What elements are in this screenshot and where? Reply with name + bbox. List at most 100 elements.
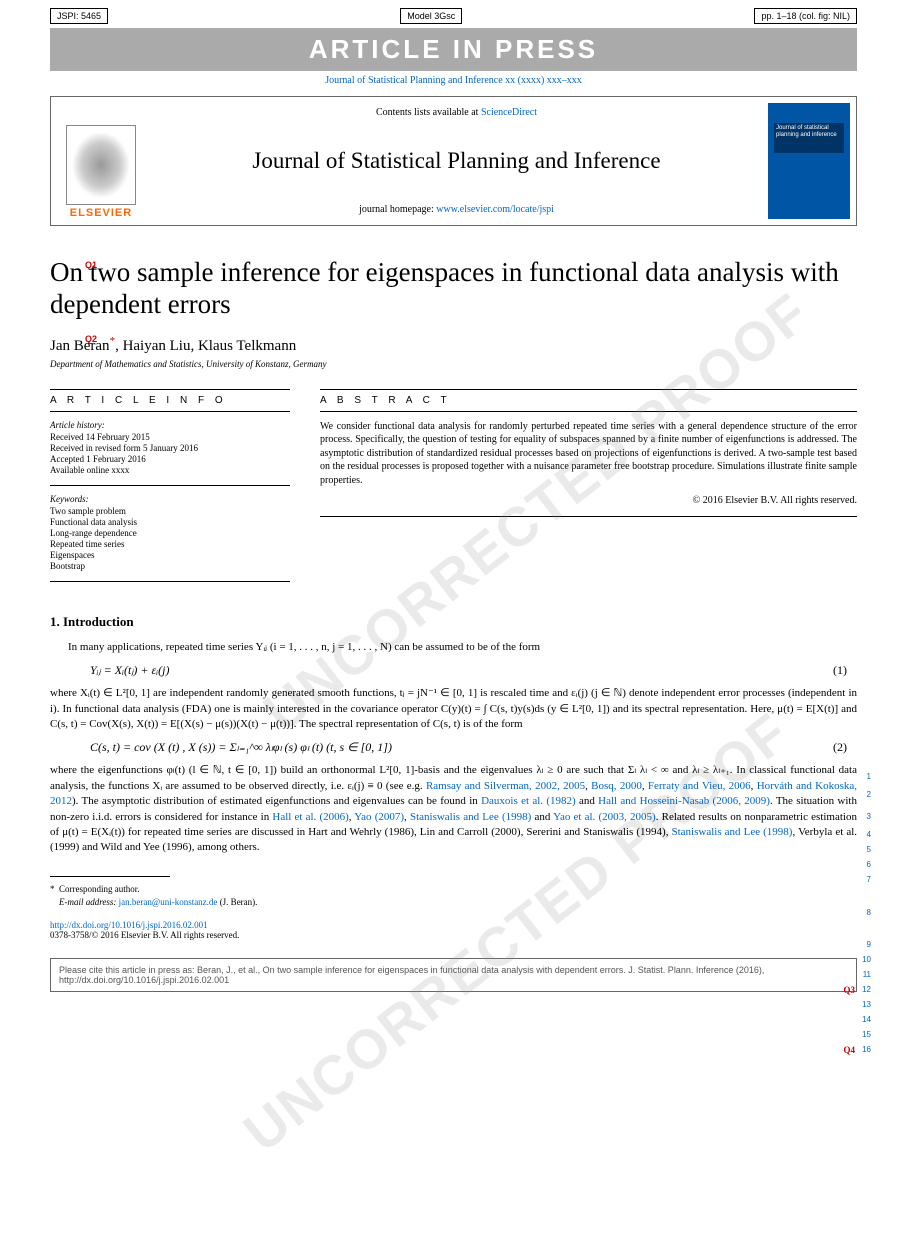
ref-yao-2007[interactable]: Yao (2007) <box>354 811 404 823</box>
ref-dauxois[interactable]: Dauxois et al. (1982) <box>481 795 576 807</box>
received-line: Received 14 February 2015 <box>50 432 290 442</box>
accepted-line: Accepted 1 February 2016 <box>50 454 290 464</box>
email-label: E-mail address: <box>59 897 119 907</box>
section-1-heading: 1. Introduction <box>50 614 857 630</box>
abstract-separator <box>320 516 857 517</box>
elsevier-tree-icon <box>66 125 136 205</box>
eq2-number: (2) <box>833 740 847 755</box>
line-num-15: 15 <box>862 1030 871 1039</box>
eq2-content: C(s, t) = cov (X (t) , X (s)) = Σₗ₌₁^∞ λ… <box>90 740 392 755</box>
journal-header-box: ELSEVIER Contents lists available at Sci… <box>50 96 857 226</box>
info-abstract-row: A R T I C L E I N F O Article history: R… <box>50 389 857 590</box>
article-info-heading: A R T I C L E I N F O <box>50 389 290 412</box>
corresponding-footnote: * Corresponding author. E-mail address: … <box>50 883 857 910</box>
intro-para-2: where Xᵢ(t) ∈ L²[0, 1] are independent r… <box>50 686 857 732</box>
keywords-subhead: Keywords: <box>50 494 290 504</box>
ref-ferraty[interactable]: Ferraty and Vieu, 2006 <box>648 780 751 792</box>
keyword-5: Eigenspaces <box>50 550 290 560</box>
paper-title: On two sample inference for eigenspaces … <box>50 256 857 321</box>
keyword-4: Repeated time series <box>50 539 290 549</box>
line-num-4: 4 <box>867 830 871 839</box>
model-box: Model 3Gsc <box>400 8 462 24</box>
doi-block: http://dx.doi.org/10.1016/j.jspi.2016.02… <box>50 920 857 940</box>
homepage-link[interactable]: www.elsevier.com/locate/jspi <box>436 204 554 215</box>
line-num-12: 12 <box>862 985 871 994</box>
info-separator-2 <box>50 581 290 582</box>
line-num-5: 5 <box>867 845 871 854</box>
journal-citation-line: Journal of Statistical Planning and Infe… <box>0 71 907 96</box>
line-num-11: 11 <box>863 970 871 979</box>
intro-para-3: where the eigenfunctions φₗ(t) (l ∈ ℕ, t… <box>50 763 857 855</box>
line-num-3: 3 <box>867 812 871 821</box>
contents-prefix: Contents lists available at <box>376 107 481 118</box>
introduction-section: 1. Introduction In many applications, re… <box>50 614 857 856</box>
line-num-8: 8 <box>867 908 871 917</box>
keyword-1: Two sample problem <box>50 506 290 516</box>
authors-rest: , Haiyan Liu, Klaus Telkmann <box>115 338 296 354</box>
elsevier-logo[interactable]: ELSEVIER <box>51 97 151 225</box>
footnote-star: * <box>50 884 55 894</box>
article-info-column: A R T I C L E I N F O Article history: R… <box>50 389 290 590</box>
email-suffix: (J. Beran). <box>217 897 257 907</box>
equation-2: C(s, t) = cov (X (t) , X (s)) = Σₗ₌₁^∞ λ… <box>90 740 857 755</box>
corr-author-label: Corresponding author. <box>59 884 140 894</box>
keyword-6: Bootstrap <box>50 561 290 571</box>
keyword-3: Long-range dependence <box>50 528 290 538</box>
query-q1-marker: Q1 <box>85 260 97 270</box>
ref-staniswalis[interactable]: Staniswalis and Lee (1998) <box>410 811 531 823</box>
abstract-text: We consider functional data analysis for… <box>320 420 857 488</box>
info-separator <box>50 485 290 486</box>
homepage-prefix: journal homepage: <box>359 204 436 215</box>
abstract-column: A B S T R A C T We consider functional d… <box>320 389 857 590</box>
jspi-id-box: JSPI: 5465 <box>50 8 108 24</box>
online-line: Available online xxxx <box>50 465 290 475</box>
ref-yao-2003[interactable]: Yao et al. (2003, 2005) <box>553 811 656 823</box>
journal-ref-link[interactable]: Journal of Statistical Planning and Infe… <box>325 75 582 86</box>
line-num-2: 2 <box>867 790 871 799</box>
footnote-separator <box>50 876 170 877</box>
ref-bosq[interactable]: Bosq, 2000 <box>591 780 642 792</box>
ref-staniswalis-2[interactable]: Staniswalis and Lee (1998) <box>672 826 793 838</box>
line-num-6: 6 <box>867 860 871 869</box>
line-num-9: 9 <box>867 940 871 949</box>
ref-ramsay[interactable]: Ramsay and Silverman, 2002, 2005 <box>426 780 585 792</box>
line-num-10: 10 <box>862 955 871 964</box>
query-q2-marker: Q2 <box>85 334 97 344</box>
keyword-2: Functional data analysis <box>50 517 290 527</box>
homepage-line: journal homepage: www.elsevier.com/locat… <box>359 204 554 215</box>
in-press-banner: ARTICLE IN PRESS <box>50 28 857 71</box>
proof-top-bar: JSPI: 5465 Model 3Gsc pp. 1–18 (col. fig… <box>0 0 907 28</box>
revised-line: Received in revised form 5 January 2016 <box>50 443 290 453</box>
history-subhead: Article history: <box>50 420 290 430</box>
eq1-number: (1) <box>833 663 847 678</box>
query-q3-marker: Q3 <box>843 985 855 995</box>
author-1: Jan Beran <box>50 338 110 354</box>
equation-1: Yᵢⱼ = Xᵢ(tⱼ) + εᵢ(j) (1) <box>90 663 857 678</box>
issn-copyright: 0378-3758/© 2016 Elsevier B.V. All right… <box>50 930 239 940</box>
elsevier-text: ELSEVIER <box>70 207 132 219</box>
query-q4-marker: Q4 <box>843 1045 855 1055</box>
eq1-content: Yᵢⱼ = Xᵢ(tⱼ) + εᵢ(j) <box>90 663 169 678</box>
doi-link[interactable]: http://dx.doi.org/10.1016/j.jspi.2016.02… <box>50 920 208 930</box>
pages-box: pp. 1–18 (col. fig: NIL) <box>754 8 857 24</box>
cover-title-text: Journal of statistical planning and infe… <box>776 125 850 138</box>
journal-cover-thumbnail[interactable]: Journal of statistical planning and infe… <box>768 103 850 219</box>
intro-para-1: In many applications, repeated time seri… <box>50 640 857 655</box>
journal-name-heading: Journal of Statistical Planning and Infe… <box>252 148 660 174</box>
line-num-16: 16 <box>862 1045 871 1054</box>
line-num-1: 1 <box>867 772 871 781</box>
author-email-link[interactable]: jan.beran@uni-konstanz.de <box>119 897 218 907</box>
line-num-14: 14 <box>862 1015 871 1024</box>
abstract-heading: A B S T R A C T <box>320 389 857 412</box>
authors-line: Jan Beran*, Haiyan Liu, Klaus Telkmann <box>50 335 857 355</box>
ref-hall-2006[interactable]: Hall et al. (2006) <box>272 811 348 823</box>
sciencedirect-link[interactable]: ScienceDirect <box>481 107 537 118</box>
contents-line: Contents lists available at ScienceDirec… <box>376 107 537 118</box>
citation-box: Please cite this article in press as: Be… <box>50 958 857 992</box>
journal-header-center: Contents lists available at ScienceDirec… <box>151 97 762 225</box>
affiliation: Department of Mathematics and Statistics… <box>50 359 857 369</box>
ref-hall-hosseini[interactable]: Hall and Hosseini-Nasab (2006, 2009) <box>598 795 770 807</box>
title-block: Q1 On two sample inference for eigenspac… <box>50 256 857 369</box>
abstract-copyright: © 2016 Elsevier B.V. All rights reserved… <box>320 495 857 506</box>
line-num-7: 7 <box>867 875 871 884</box>
